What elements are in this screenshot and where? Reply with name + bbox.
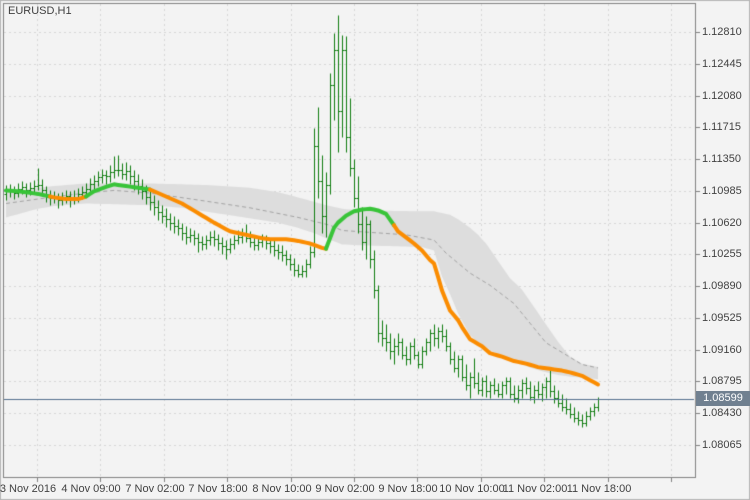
symbol-timeframe-label: EURUSD,H1	[8, 5, 72, 17]
